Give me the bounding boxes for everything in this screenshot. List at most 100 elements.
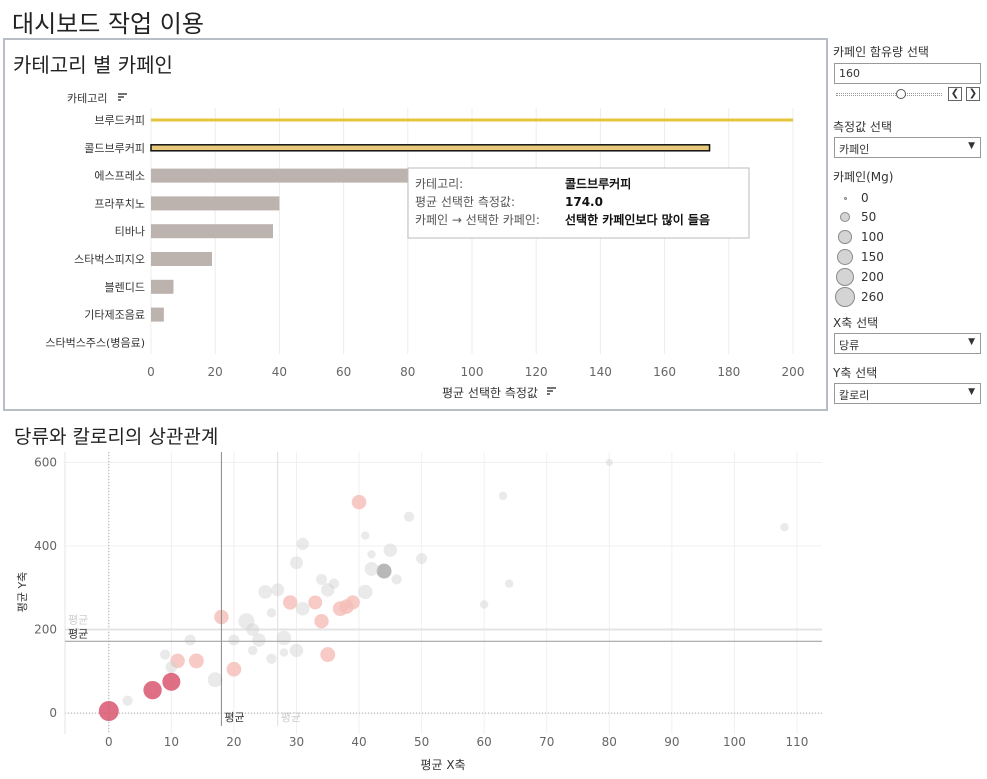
scatter-point[interactable] bbox=[266, 653, 277, 664]
bar[interactable] bbox=[151, 196, 280, 211]
scatter-point[interactable] bbox=[143, 680, 162, 700]
scatter-point[interactable] bbox=[252, 633, 266, 647]
scatter-point[interactable] bbox=[376, 563, 392, 579]
scatter-x-axis-title: 평균 X축 bbox=[420, 758, 465, 772]
scatter-point[interactable] bbox=[358, 584, 373, 600]
bar[interactable] bbox=[151, 168, 408, 183]
scatter-point[interactable] bbox=[780, 522, 789, 532]
scatter-point[interactable] bbox=[403, 511, 415, 522]
scatter-point[interactable] bbox=[320, 647, 336, 663]
bar[interactable] bbox=[151, 279, 174, 294]
scatter-point[interactable] bbox=[98, 701, 119, 722]
scatter-point[interactable] bbox=[283, 595, 298, 610]
scatter-point[interactable] bbox=[165, 661, 178, 673]
scatter-point[interactable] bbox=[266, 608, 277, 618]
scatter-point[interactable] bbox=[351, 494, 367, 510]
scatter-point[interactable] bbox=[170, 653, 185, 669]
scatter-point[interactable] bbox=[345, 595, 360, 610]
scatter-point[interactable] bbox=[289, 643, 304, 658]
scatter-point[interactable] bbox=[276, 630, 292, 646]
bar-tick-label: 100 bbox=[461, 365, 484, 379]
scatter-point[interactable] bbox=[247, 645, 258, 656]
scatter-point[interactable] bbox=[295, 601, 310, 616]
scatter-point[interactable] bbox=[391, 574, 402, 585]
caffeine-slider[interactable] bbox=[836, 89, 942, 99]
size-legend-label: 0 bbox=[861, 191, 869, 205]
scatter-point[interactable] bbox=[162, 672, 181, 691]
size-legend-label: 150 bbox=[861, 250, 884, 264]
scatter-point[interactable] bbox=[605, 458, 613, 467]
scatter-point[interactable] bbox=[498, 491, 508, 501]
scatter-y-tick-label: 0 bbox=[49, 706, 57, 720]
scatter-point[interactable] bbox=[184, 634, 196, 646]
avg-label-y-faded: 평균 bbox=[68, 614, 88, 627]
chevron-down-icon: ▼ bbox=[968, 387, 975, 397]
bar-tick-label: 80 bbox=[400, 365, 415, 379]
scatter-x-tick-label: 40 bbox=[351, 735, 366, 749]
bar-x-axis-title: 평균 선택한 측정값 bbox=[442, 386, 538, 400]
chevron-down-icon: ▼ bbox=[968, 141, 975, 151]
scatter-point[interactable] bbox=[416, 553, 428, 565]
y-axis-select[interactable]: 칼로리 ▼ bbox=[834, 383, 981, 404]
bar-tick-label: 120 bbox=[525, 365, 548, 379]
scatter-point[interactable] bbox=[367, 550, 376, 559]
tooltip-key: 카페인 → 선택한 카페인: bbox=[415, 213, 540, 227]
tooltip-value: 콜드브루커피 bbox=[565, 176, 631, 191]
slider-next-button[interactable]: ❯ bbox=[966, 87, 980, 101]
scatter-point[interactable] bbox=[238, 613, 255, 630]
size-legend-item: 200 bbox=[833, 267, 893, 287]
scatter-point[interactable] bbox=[226, 661, 242, 677]
sort-icon[interactable] bbox=[118, 93, 127, 101]
x-select-value: 당류 bbox=[839, 339, 860, 352]
bar-tick-label: 180 bbox=[717, 365, 740, 379]
bar[interactable] bbox=[151, 118, 793, 122]
scatter-point[interactable] bbox=[328, 578, 340, 589]
scatter-point[interactable] bbox=[296, 537, 309, 551]
bar-tick-label: 140 bbox=[589, 365, 612, 379]
scatter-point[interactable] bbox=[314, 613, 329, 629]
sort-icon[interactable] bbox=[547, 387, 556, 395]
scatter-point[interactable] bbox=[479, 600, 489, 609]
scatter-point[interactable] bbox=[207, 672, 223, 688]
scatter-point[interactable] bbox=[504, 579, 514, 588]
bar[interactable] bbox=[151, 224, 273, 239]
scatter-point[interactable] bbox=[290, 556, 303, 570]
scatter-point[interactable] bbox=[315, 573, 328, 585]
scatter-point[interactable] bbox=[361, 531, 370, 540]
caffeine-by-category-panel[interactable]: 카테고리 별 카페인 0 20 40 60 80 100 120 140 160 180 200 카테… bbox=[3, 38, 828, 411]
scatter-point[interactable] bbox=[321, 583, 335, 597]
scatter-point[interactable] bbox=[364, 562, 379, 576]
scatter-point[interactable] bbox=[159, 649, 171, 660]
size-legend-label: 50 bbox=[861, 210, 877, 224]
scatter-point[interactable] bbox=[308, 595, 323, 610]
bar[interactable] bbox=[151, 307, 164, 322]
scatter-point[interactable] bbox=[271, 583, 285, 597]
scatter-point[interactable] bbox=[188, 653, 204, 669]
bar[interactable] bbox=[151, 252, 212, 266]
scatter-x-tick-label: 110 bbox=[786, 735, 809, 749]
scatter-point[interactable] bbox=[279, 648, 289, 657]
scatter-x-tick-label: 50 bbox=[414, 735, 429, 749]
slider-thumb[interactable] bbox=[896, 89, 907, 99]
bar[interactable] bbox=[150, 144, 711, 152]
scatter-x-tick-label: 10 bbox=[164, 735, 179, 749]
bar-category-label: 콜드브루커피 bbox=[84, 142, 145, 155]
measure-select-value: 카페인 bbox=[839, 143, 870, 156]
y-select-label: Y축 선택 bbox=[833, 366, 878, 380]
scatter-point[interactable] bbox=[383, 543, 398, 557]
caffeine-param-input[interactable]: 160 bbox=[834, 63, 981, 84]
scatter-point[interactable] bbox=[246, 623, 260, 636]
bar-chart[interactable]: 0 20 40 60 80 100 120 140 160 180 200 카테고리브루드커피콜드브루… bbox=[5, 40, 826, 409]
caffeine-param-label: 카페인 함유량 선택 bbox=[833, 45, 929, 59]
scatter-point[interactable] bbox=[258, 585, 273, 599]
scatter-point[interactable] bbox=[122, 695, 133, 706]
bar-category-label: 스타벅스주스(병음료) bbox=[45, 336, 145, 349]
scatter-point[interactable] bbox=[228, 634, 240, 646]
measure-select[interactable]: 카페인 ▼ bbox=[834, 137, 981, 158]
slider-prev-button[interactable]: ❮ bbox=[948, 87, 962, 101]
dashboard-title: 대시보드 작업 이용 bbox=[12, 10, 204, 38]
x-axis-select[interactable]: 당류 ▼ bbox=[834, 333, 981, 354]
scatter-y-axis-title: 평균 Y축 bbox=[16, 572, 29, 613]
